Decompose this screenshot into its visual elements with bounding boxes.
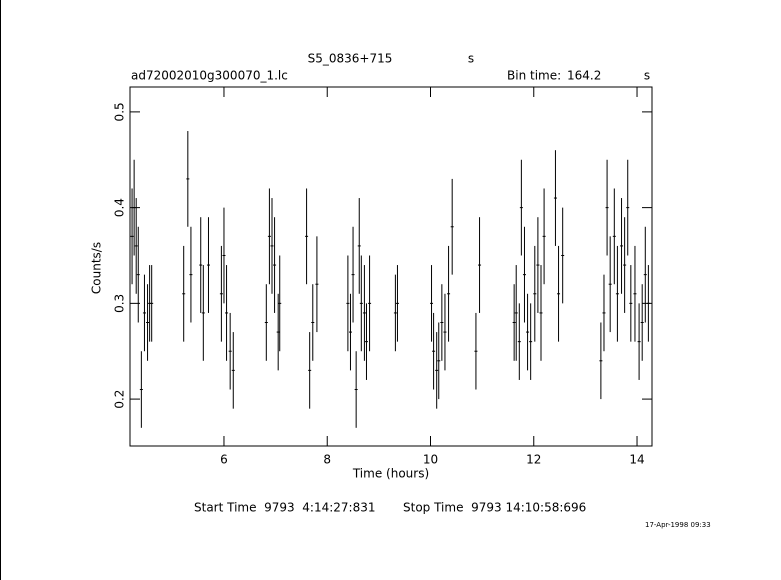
y-tick-label: 0.5 bbox=[113, 102, 127, 121]
x-tick-label: 6 bbox=[220, 453, 228, 467]
file-name: ad72002010g300070_1.lc bbox=[131, 69, 288, 83]
y-axis-label: Counts/s bbox=[90, 242, 104, 294]
start-time: Start Time 9793 4:14:27:831 bbox=[194, 501, 376, 515]
y-tick-label: 0.4 bbox=[113, 198, 127, 217]
x-axis-label: Time (hours) bbox=[352, 467, 429, 481]
y-tick-label: 0.2 bbox=[113, 390, 127, 409]
bin-time-unit: s bbox=[644, 69, 650, 83]
timestamp: 17-Apr-1998 09:33 bbox=[645, 521, 711, 529]
x-tick-label: 10 bbox=[423, 453, 438, 467]
plot-frame bbox=[129, 86, 653, 447]
x-tick-label: 12 bbox=[526, 453, 541, 467]
stop-time: Stop Time 9793 14:10:58:696 bbox=[403, 501, 586, 515]
y-tick-label: 0.3 bbox=[113, 294, 127, 313]
x-tick-label: 8 bbox=[323, 453, 331, 467]
chart-title: S5_0836+715 bbox=[308, 52, 393, 66]
title-unit: s bbox=[468, 52, 474, 66]
x-tick-label: 14 bbox=[629, 453, 644, 467]
bin-time-label: Bin time: bbox=[507, 69, 561, 83]
bin-time: 164.2 bbox=[567, 69, 601, 83]
